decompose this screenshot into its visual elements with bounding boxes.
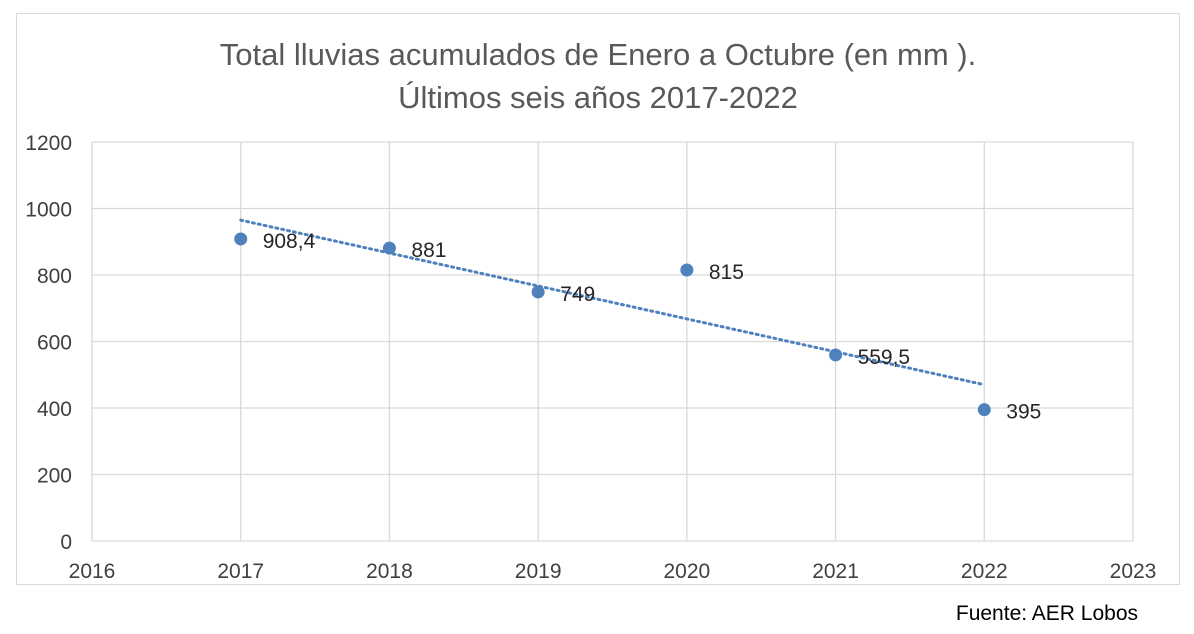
data-label: 749 [560,283,595,306]
x-tick-label: 2017 [217,560,264,583]
data-point [234,232,248,246]
y-tick-label: 1200 [25,132,72,155]
data-point [382,241,396,255]
source-note: Fuente: AER Lobos [955,602,1138,625]
data-label: 881 [411,239,446,262]
data-label: 908,4 [263,230,316,253]
data-label: 395 [1006,401,1041,424]
data-label: 815 [709,261,744,284]
x-tick-label: 2016 [69,560,116,583]
data-point [531,285,545,299]
x-tick-label: 2022 [961,560,1008,583]
data-point [829,348,843,362]
y-tick-label: 600 [37,332,72,355]
y-tick-label: 0 [60,531,72,554]
x-tick-label: 2021 [812,560,859,583]
x-tick-label: 2023 [1110,560,1157,583]
chart-title: Total lluvias acumulados de Enero a Octu… [16,33,1180,119]
data-point [680,263,694,277]
data-point [977,403,991,417]
y-tick-label: 400 [37,398,72,421]
chart-title-line-2: Últimos seis años 2017-2022 [398,80,798,115]
trendline [239,218,986,387]
x-tick-label: 2019 [515,560,562,583]
y-tick-label: 200 [37,465,72,488]
x-tick-label: 2018 [366,560,413,583]
chart-title-line-1: Total lluvias acumulados de Enero a Octu… [219,37,977,72]
y-tick-label: 800 [37,265,72,288]
x-tick-label: 2020 [663,560,710,583]
y-tick-label: 1000 [25,199,72,222]
data-label: 559,5 [858,346,911,369]
